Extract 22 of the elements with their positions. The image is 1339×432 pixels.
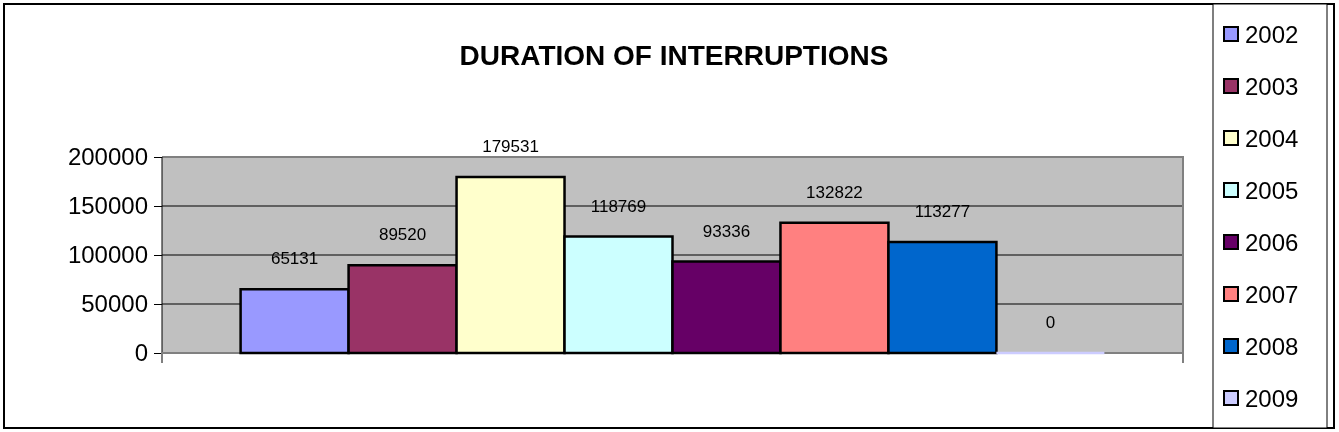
data-label: 93336 [702, 221, 751, 241]
chart-title: DURATION OF INTERRUPTIONS [459, 40, 889, 71]
y-tick-label: 150000 [67, 192, 148, 220]
y-tick-label: 50000 [81, 290, 148, 318]
y-tick-label: 100000 [67, 241, 148, 269]
legend-label: 2007 [1245, 281, 1299, 308]
data-label: 179531 [482, 137, 539, 157]
y-tick-label: 0 [134, 339, 148, 367]
data-label: 89520 [378, 225, 427, 245]
data-label: 118769 [590, 196, 647, 216]
legend-label: 2002 [1245, 21, 1299, 48]
data-label: 132822 [806, 182, 863, 202]
legend-label: 2008 [1245, 333, 1299, 360]
legend-label: 2005 [1245, 177, 1299, 204]
data-label: 0 [1045, 313, 1056, 332]
legend-label: 2003 [1245, 73, 1299, 100]
y-tick-label: 200000 [67, 143, 148, 171]
legend-label: 2006 [1245, 229, 1299, 256]
legend-label: 2009 [1245, 385, 1299, 412]
data-label: 113277 [914, 201, 971, 221]
legend-label: 2004 [1245, 125, 1299, 152]
data-label: 65131 [270, 249, 319, 269]
